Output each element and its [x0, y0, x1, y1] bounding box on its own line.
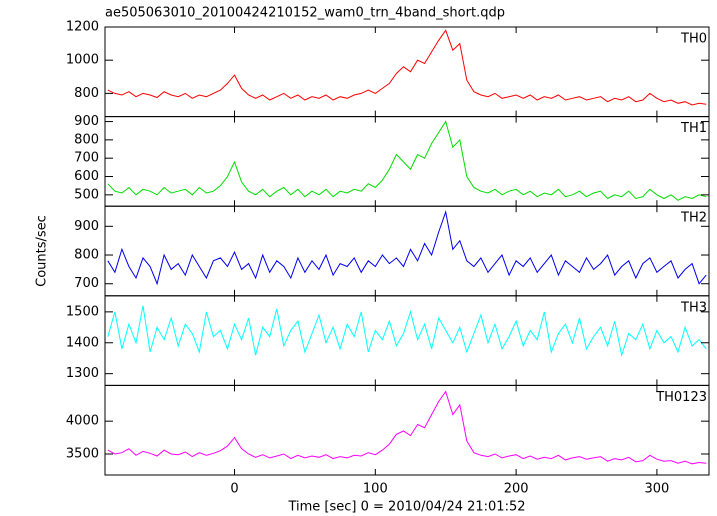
panel-frame [104, 26, 710, 118]
y-tick-label: 1200 [66, 20, 99, 35]
y-tick-label: 1500 [66, 304, 99, 319]
y-tick-label: 800 [74, 132, 99, 147]
y-tick-label: 600 [74, 169, 99, 184]
x-tick-label: 0 [230, 482, 238, 497]
y-tick-label: 800 [74, 248, 99, 263]
x-axis-label: Time [sec] 0 = 2010/04/24 21:01:52 [287, 500, 525, 515]
x-tick-label: 100 [363, 482, 388, 497]
light-curve [107, 390, 707, 465]
y-tick-label: 1300 [66, 366, 99, 381]
y-axis-label: Counts/sec [35, 215, 50, 287]
x-tick-label: 300 [644, 482, 669, 497]
y-tick-label: 900 [74, 114, 99, 129]
panel-label: TH0123 [655, 390, 707, 405]
x-tick-label: 200 [504, 482, 529, 497]
y-tick-label: 700 [74, 151, 99, 166]
light-curve [107, 305, 707, 358]
y-tick-label: 4000 [66, 414, 99, 429]
y-tick-label: 800 [74, 86, 99, 101]
panel-frame [104, 205, 710, 297]
panel-label: TH2 [680, 211, 707, 226]
light-curve [107, 29, 707, 106]
y-tick-label: 900 [74, 219, 99, 234]
panel-frame [104, 116, 710, 207]
panel-label: TH0 [680, 32, 707, 47]
light-curve [107, 120, 707, 201]
panel-label: TH3 [680, 300, 707, 315]
y-tick-label: 500 [74, 187, 99, 202]
panel-frame [104, 384, 710, 476]
y-tick-label: 1400 [66, 335, 99, 350]
light-curve [107, 209, 707, 286]
panel-label: TH1 [680, 121, 707, 136]
chart-title: ae505063010_20100424210152_wam0_trn_4ban… [105, 6, 505, 21]
y-tick-label: 1000 [66, 53, 99, 68]
y-tick-label: 3500 [66, 446, 99, 461]
y-tick-label: 700 [74, 276, 99, 291]
